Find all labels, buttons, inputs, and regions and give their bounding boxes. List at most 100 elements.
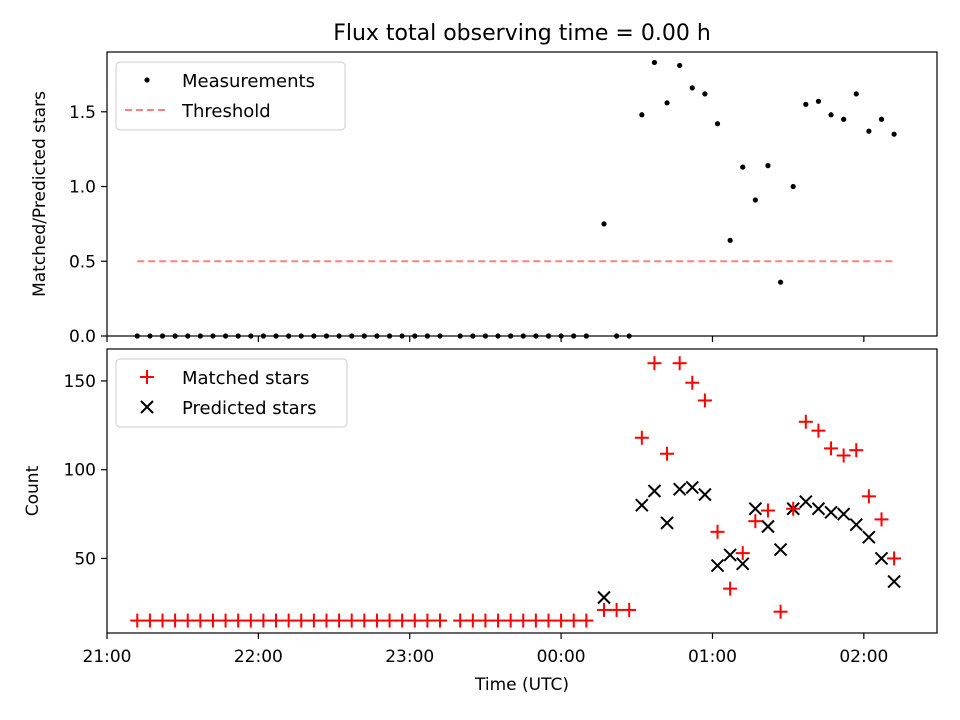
legend-measurements-label: Measurements	[182, 71, 315, 92]
measurement-point	[677, 62, 683, 69]
matched-star-point	[786, 501, 801, 516]
measurement-point	[689, 85, 695, 91]
measurement-point	[583, 333, 589, 339]
predicted-star-point	[836, 507, 851, 521]
matched-star-point	[516, 613, 531, 628]
predicted-star-point	[849, 518, 863, 532]
predicted-star-point	[887, 574, 901, 589]
measurement-point	[197, 333, 203, 339]
matched-star-point	[168, 613, 183, 628]
predicted-star-point	[862, 530, 876, 544]
measurement-point	[752, 197, 758, 203]
measurement-point	[147, 333, 153, 339]
matched-star-point	[660, 446, 675, 461]
legend-measurements-marker	[144, 77, 150, 83]
predicted-star-point	[723, 548, 737, 562]
matched-star-point	[735, 546, 750, 561]
matched-star-point	[748, 514, 763, 529]
matched-star-point	[773, 604, 788, 619]
measurement-point	[412, 333, 418, 339]
matched-star-point	[541, 613, 556, 628]
matched-star-point	[369, 613, 384, 628]
matched-star-point	[269, 613, 284, 628]
matched-star-point	[609, 602, 624, 617]
legend-predicted-label: Predicted stars	[182, 398, 316, 419]
measurement-point	[878, 116, 885, 122]
count-y-tick-label: 50	[74, 549, 96, 569]
measurement-point	[222, 333, 229, 339]
count-x-tick-label: 02:00	[839, 647, 888, 667]
measurement-point	[311, 333, 317, 339]
count-plot-area	[106, 348, 938, 634]
legend-matched-label: Matched stars	[182, 368, 309, 389]
matched-star-point	[685, 375, 700, 390]
matched-star-point	[281, 613, 296, 628]
predicted-star-point	[635, 498, 649, 512]
measurement-point	[777, 279, 784, 285]
matched-star-point	[420, 613, 435, 628]
matched-star-point	[596, 602, 611, 617]
matched-star-point	[579, 613, 594, 628]
predicted-star-point	[761, 519, 775, 534]
measurement-point	[424, 333, 430, 339]
predicted-star-point	[811, 502, 826, 516]
measurement-point	[336, 333, 342, 339]
measurement-point	[815, 98, 822, 104]
matched-star-point	[433, 613, 448, 628]
measurement-point	[172, 333, 178, 339]
matched-star-point	[528, 613, 543, 628]
measurement-point	[803, 101, 809, 107]
matched-star-point	[503, 613, 518, 628]
matched-star-point	[344, 613, 359, 628]
measurement-point	[323, 333, 330, 339]
ratio-marks	[134, 59, 897, 339]
measurement-point	[298, 333, 304, 339]
measurement-point	[159, 333, 166, 339]
matched-star-point	[155, 613, 170, 628]
predicted-star-point	[647, 484, 662, 498]
measurement-point	[286, 333, 292, 339]
ratio-y-tick-label: 0.0	[69, 327, 96, 347]
matched-star-point	[142, 613, 157, 628]
predicted-star-point	[698, 487, 712, 502]
measurement-point	[740, 164, 746, 170]
matched-star-point	[697, 393, 712, 408]
predicted-star-point	[824, 505, 838, 520]
predicted-star-point	[799, 494, 813, 509]
measurement-point	[349, 333, 355, 339]
measurement-point	[727, 237, 733, 243]
measurement-point	[248, 333, 254, 339]
matched-star-point	[647, 356, 662, 371]
measurement-point	[185, 333, 191, 339]
matched-star-point	[294, 613, 309, 628]
ratio-y-tick-label: 1.5	[69, 103, 96, 123]
measurement-point	[235, 333, 241, 339]
count-legend-box	[115, 358, 348, 428]
measurement-point	[399, 333, 405, 339]
matched-star-point	[382, 613, 397, 628]
matched-star-point	[243, 613, 258, 628]
matched-star-point	[407, 613, 422, 628]
matched-star-point	[824, 441, 839, 456]
matched-star-point	[130, 613, 145, 628]
count-y-axis-label: Count	[23, 465, 43, 516]
matched-star-point	[874, 512, 889, 527]
matched-star-point	[332, 613, 347, 628]
matched-star-point	[849, 443, 864, 458]
predicted-star-point	[748, 502, 763, 516]
measurement-point	[508, 333, 514, 339]
predicted-star-point	[660, 516, 674, 530]
count-y-tick-label: 150	[64, 372, 96, 392]
measurement-point	[626, 333, 632, 339]
measurement-point	[853, 91, 859, 97]
matched-star-point	[861, 489, 876, 504]
measurement-point	[571, 333, 577, 339]
ratio-y-axis-label: Matched/Predicted stars	[30, 91, 50, 297]
matched-star-point	[811, 423, 826, 438]
measurement-point	[765, 163, 771, 169]
measurement-point	[790, 183, 796, 190]
matched-star-point	[478, 613, 493, 628]
measurement-point	[601, 221, 607, 227]
measurement-point	[714, 121, 721, 127]
